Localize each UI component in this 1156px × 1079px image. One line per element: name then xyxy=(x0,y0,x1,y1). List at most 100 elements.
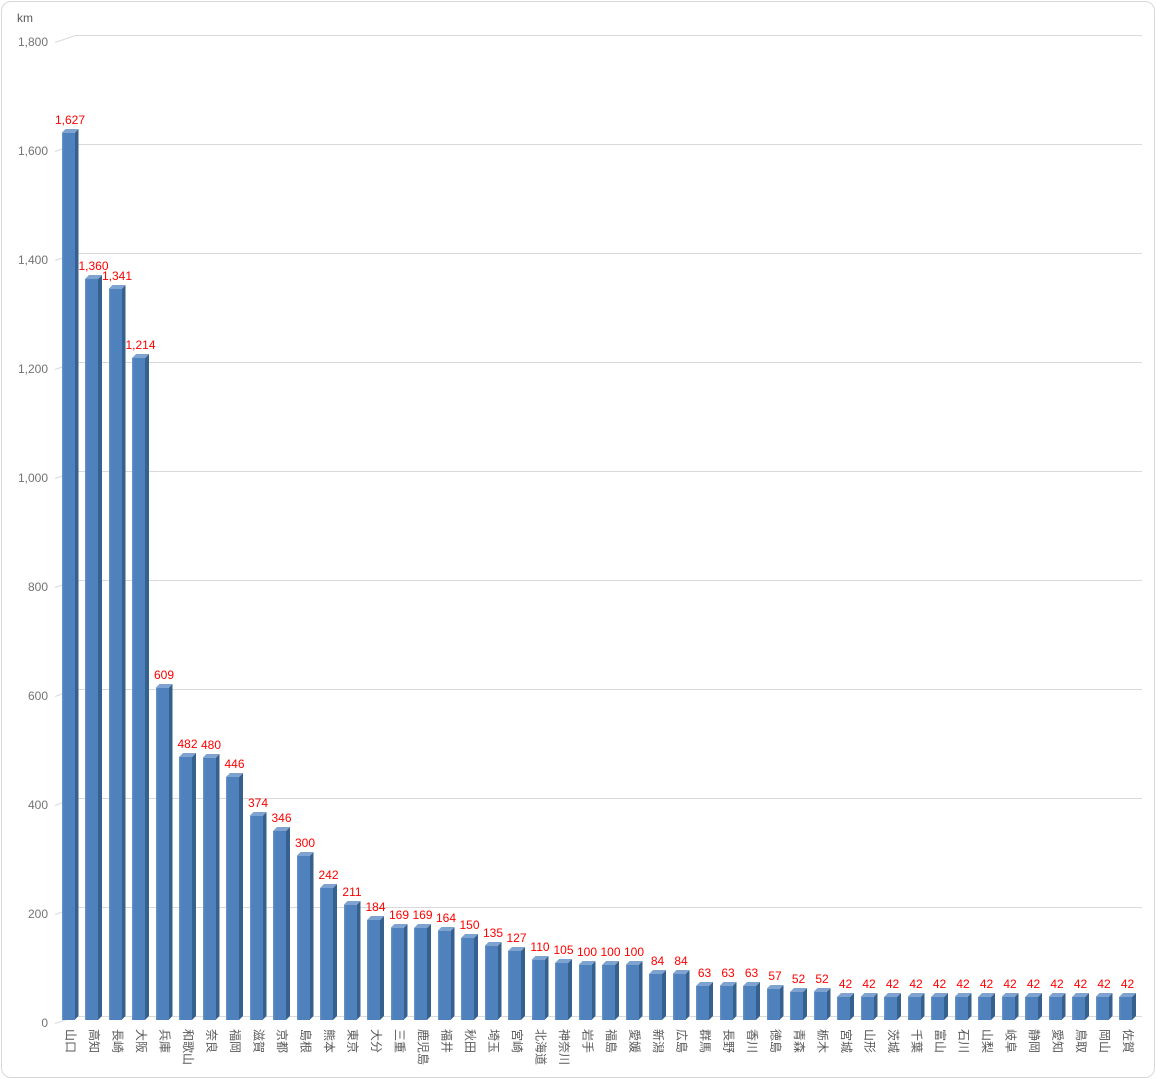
bar-front-face xyxy=(1119,997,1132,1020)
x-category-label: 静岡 xyxy=(1027,1029,1041,1054)
bar-top-face xyxy=(1048,993,1066,997)
bar-top-face xyxy=(202,754,220,758)
bar-value-label: 135 xyxy=(482,926,504,940)
bar-side-face xyxy=(850,993,854,1020)
bar-top-face xyxy=(978,993,995,997)
bar-value-label: 57 xyxy=(768,969,782,983)
bar-front-face xyxy=(437,931,451,1020)
x-category-label: 香川 xyxy=(745,1029,759,1054)
bar-front-face xyxy=(1072,997,1085,1020)
bar-side-face xyxy=(732,982,737,1020)
bar-side-face xyxy=(991,993,995,1020)
x-category-label: 東京 xyxy=(345,1029,360,1054)
bar-value-label: 42 xyxy=(1050,977,1064,991)
bar-side-face xyxy=(920,993,925,1020)
x-category-label: 鳥取 xyxy=(1074,1029,1088,1054)
bar-side-face xyxy=(380,916,384,1020)
x-category-label: 島根 xyxy=(298,1029,313,1054)
bar-value-label: 346 xyxy=(271,811,292,825)
bar-top-face xyxy=(155,684,173,688)
bar-top-face xyxy=(907,993,925,997)
bar-front-face xyxy=(931,997,944,1020)
x-category-label: 熊本 xyxy=(322,1029,336,1054)
bar-side-face xyxy=(262,812,267,1020)
bar-side-face xyxy=(474,934,478,1020)
bar-value-label: 482 xyxy=(177,737,198,751)
bar-front-face xyxy=(860,997,874,1020)
y-axis-tick-label: 1,200 xyxy=(17,362,48,376)
bar-value-label: 42 xyxy=(1003,977,1017,991)
bar-value-label: 127 xyxy=(506,931,527,945)
x-category-label: 山口 xyxy=(63,1029,78,1054)
x-category-label: 福岡 xyxy=(228,1029,242,1054)
gridline xyxy=(75,35,1142,36)
y-axis-unit-label: km xyxy=(17,11,33,25)
bar-value-label: 42 xyxy=(979,977,994,991)
bar-value-label: 110 xyxy=(530,940,550,954)
bar-top-face xyxy=(1001,993,1019,997)
bar-side-face xyxy=(826,988,831,1020)
bar-value-label: 42 xyxy=(956,977,970,991)
bar-value-label: 184 xyxy=(365,900,386,914)
x-category-label: 群馬 xyxy=(698,1029,712,1054)
bar-front-face xyxy=(1048,997,1062,1020)
bar-front-face xyxy=(1001,997,1015,1020)
bar-top-face xyxy=(743,982,760,986)
bar-side-face xyxy=(1085,993,1089,1020)
x-category-label: 大分 xyxy=(369,1029,383,1054)
bar-front-face xyxy=(531,960,545,1020)
bar-top-face xyxy=(719,982,737,986)
bar-side-face xyxy=(333,884,337,1020)
bar-side-face xyxy=(192,753,196,1020)
bar-front-face xyxy=(249,816,263,1020)
bar-front-face xyxy=(484,946,498,1020)
bar-side-face xyxy=(286,827,290,1020)
bar-side-face xyxy=(638,961,643,1020)
bar-front-face xyxy=(696,986,709,1020)
bar-top-face xyxy=(696,982,713,986)
bar-front-face xyxy=(85,279,98,1020)
bar-top-face xyxy=(602,961,619,965)
bar-value-label: 63 xyxy=(697,966,712,980)
x-category-label: 茨城 xyxy=(886,1029,900,1054)
bar-top-face xyxy=(954,993,972,997)
bar-value-label: 100 xyxy=(623,945,645,959)
bar-front-face xyxy=(414,928,427,1020)
bar-side-face xyxy=(497,942,502,1020)
bar-top-face xyxy=(226,773,243,777)
x-category-label: 徳島 xyxy=(768,1029,783,1054)
bar-value-label: 164 xyxy=(435,911,457,925)
bar-value-label: 150 xyxy=(459,918,480,932)
y-axis-tick-label: 200 xyxy=(27,907,48,921)
x-category-label: 大阪 xyxy=(134,1029,148,1054)
bar-front-face xyxy=(954,997,968,1020)
bar-side-face xyxy=(803,988,807,1020)
bar-value-label: 63 xyxy=(721,966,735,980)
x-category-label: 鹿児島 xyxy=(416,1029,430,1066)
bar-top-face xyxy=(625,961,643,965)
x-category-label: 北海道 xyxy=(533,1029,548,1066)
bar-top-face xyxy=(249,812,267,816)
x-category-label: 新潟 xyxy=(651,1029,665,1054)
bar-value-label: 1,627 xyxy=(54,113,86,127)
bar-side-face xyxy=(427,924,431,1020)
bar-top-face xyxy=(555,959,572,963)
x-category-label: 山梨 xyxy=(980,1029,994,1054)
bar-value-label: 84 xyxy=(674,954,688,968)
x-category-label: 福島 xyxy=(604,1029,618,1054)
y-axis-tick-label: 400 xyxy=(27,798,48,812)
x-category-label: 富山 xyxy=(933,1029,947,1054)
bar-side-face xyxy=(544,956,549,1020)
bar-front-face xyxy=(390,928,404,1020)
x-category-label: 石川 xyxy=(956,1029,971,1054)
bar-front-face xyxy=(578,965,592,1020)
bar-side-face xyxy=(403,924,408,1020)
bar-front-face xyxy=(672,974,686,1020)
gridline xyxy=(75,253,1142,254)
bar-front-face xyxy=(61,133,75,1020)
bar-top-face xyxy=(1072,993,1089,997)
bar-front-face xyxy=(132,358,145,1020)
bar-front-face xyxy=(108,289,122,1020)
bar-top-face xyxy=(531,956,549,960)
bar-front-face xyxy=(907,997,921,1020)
